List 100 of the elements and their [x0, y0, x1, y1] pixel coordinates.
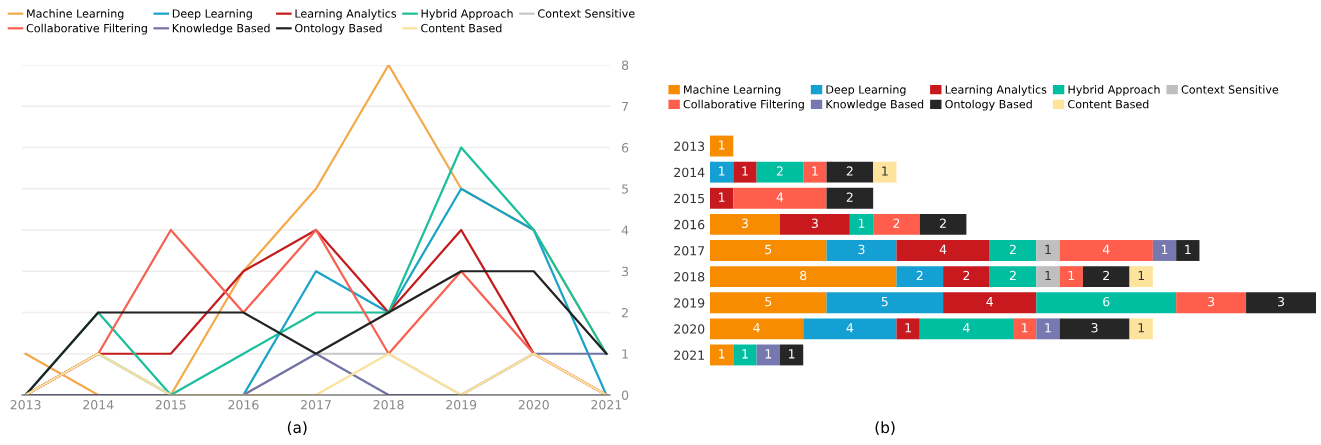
data-label: 4 [939, 244, 947, 254]
legend-label: Hybrid Approach [421, 9, 513, 20]
x-tick-label: 2018 [373, 400, 404, 410]
data-label: 5 [881, 297, 888, 307]
data-label: 1 [719, 349, 725, 359]
bar [710, 344, 734, 366]
bar [1059, 240, 1153, 261]
bar [1059, 318, 1130, 340]
data-label: 2 [1009, 244, 1016, 254]
bar [1152, 240, 1177, 261]
y-tick-label: 6 [621, 142, 629, 153]
bar [826, 240, 897, 261]
y-tick-label: 5 [622, 184, 628, 194]
data-label: 2 [776, 166, 783, 176]
bar [919, 213, 967, 235]
bar [896, 266, 944, 288]
x-tick-label: 2013 [10, 400, 41, 410]
bar [1246, 292, 1316, 314]
legend-label: Knowledge Based [826, 99, 924, 111]
data-label: 1 [1138, 270, 1145, 281]
data-label: 2 [963, 270, 970, 281]
bar [710, 135, 734, 157]
bar [710, 266, 897, 288]
data-label: 1 [812, 166, 818, 176]
legend-label: Learning Analytics [945, 85, 1047, 96]
bar [779, 344, 804, 366]
bar [989, 266, 1037, 288]
legend-label: Knowledge Based [172, 23, 270, 35]
legend-label: Deep Learning [826, 85, 906, 96]
bar [756, 344, 780, 366]
data-label: 1 [1022, 323, 1028, 333]
legend-label: Machine Learning [684, 85, 781, 96]
bar [1082, 266, 1130, 288]
y-tick-label: 2021 [674, 350, 704, 360]
legend-label: Machine Learning [27, 9, 124, 20]
data-label: 3 [811, 218, 818, 229]
y-tick-label: 2019 [674, 298, 705, 308]
bar [779, 213, 850, 235]
bar [710, 187, 734, 209]
data-label: 1 [765, 349, 772, 359]
bar [826, 292, 944, 314]
bar [710, 292, 827, 314]
bar [919, 318, 1013, 340]
x-tick-label: 2020 [518, 400, 549, 410]
bar [1176, 292, 1247, 314]
legend-label: Deep Learning [172, 9, 252, 20]
x-tick-label: 2019 [446, 400, 477, 410]
legend-label: Collaborative Filtering [26, 23, 147, 35]
legend-label: Collaborative Filtering [683, 99, 804, 111]
bar [896, 240, 990, 261]
bar [1176, 240, 1200, 261]
data-label: 4 [846, 323, 854, 333]
bar [1129, 318, 1153, 340]
data-label: 1 [1185, 244, 1191, 254]
data-label: 2 [940, 218, 946, 228]
data-label: 2 [846, 192, 853, 202]
data-label: 3 [858, 244, 865, 255]
data-label: 3 [1208, 296, 1215, 307]
data-label: 2 [846, 166, 853, 176]
y-tick-label: 1 [622, 349, 628, 359]
data-label: 8 [800, 270, 807, 281]
bar [733, 187, 827, 209]
data-label: 1 [905, 323, 911, 333]
y-tick-label: 2 [622, 307, 628, 318]
line-series [24, 270, 608, 395]
data-label: 1 [742, 166, 748, 176]
data-label: 3 [741, 218, 748, 229]
y-tick-label: 2018 [674, 272, 705, 282]
data-label: 2 [1103, 270, 1109, 281]
bar [1036, 318, 1060, 340]
bar [943, 292, 1037, 314]
bar [896, 318, 920, 340]
y-tick-label: 2015 [674, 193, 705, 204]
bar [710, 213, 780, 235]
text: (a) [287, 421, 307, 435]
y-tick-label: 3 [622, 266, 629, 277]
y-tick-label: 2017 [674, 245, 705, 256]
data-label: 1 [719, 140, 725, 150]
bar [1013, 318, 1037, 340]
data-label: 1 [1068, 270, 1075, 281]
data-label: 4 [963, 323, 970, 333]
x-tick-label: 2017 [301, 400, 331, 410]
data-label: 5 [765, 297, 772, 307]
bar [1059, 266, 1083, 288]
x-tick-label: 2014 [83, 400, 114, 410]
data-label: 1 [882, 166, 888, 176]
y-tick-label: 2020 [674, 324, 705, 334]
data-label: 1 [719, 192, 725, 202]
bar [1036, 266, 1060, 288]
bar [873, 213, 920, 235]
legend-label: Ontology Based [295, 23, 382, 35]
data-label: 1 [1138, 323, 1145, 333]
bar [803, 318, 897, 340]
x-tick-label: 2015 [155, 400, 186, 410]
text: (b) [875, 421, 895, 435]
bar [733, 161, 757, 183]
bar [826, 161, 874, 183]
data-label: 6 [1103, 296, 1110, 307]
legend-label: Ontology Based [945, 99, 1032, 111]
bar [873, 161, 897, 183]
